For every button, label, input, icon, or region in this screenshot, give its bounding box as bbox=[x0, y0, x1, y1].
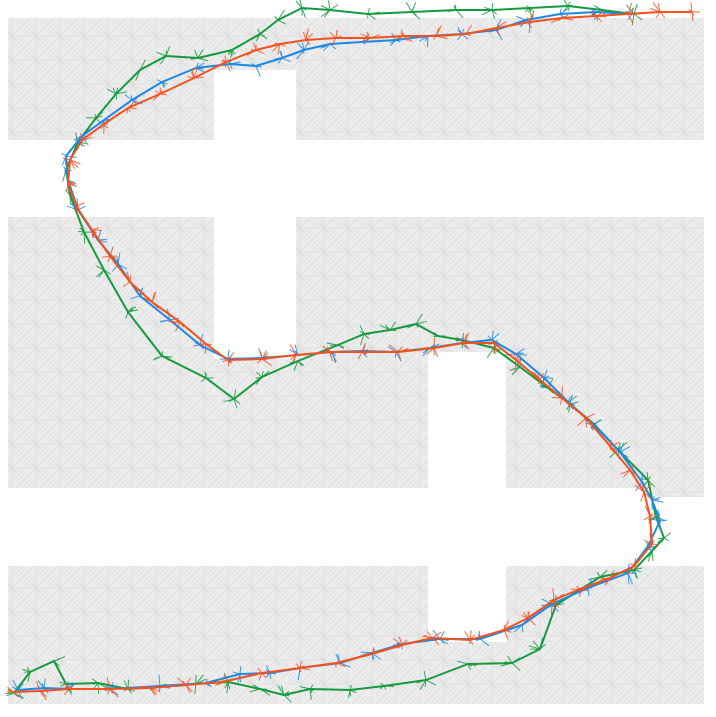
obstacle-upper-notch bbox=[214, 70, 296, 217]
obstacle-upper-corridor bbox=[66, 140, 716, 217]
path-orange-line bbox=[13, 11, 692, 693]
path-green bbox=[5, 0, 672, 703]
obstacle-lower-corridor bbox=[0, 488, 652, 566]
path-green-line bbox=[13, 5, 665, 696]
obstacle-middle-notch bbox=[214, 217, 296, 359]
path-orange bbox=[7, 2, 701, 701]
path-green-branches bbox=[5, 0, 672, 703]
obstacle-lower-notch bbox=[428, 352, 506, 488]
obstacle-bottom-notch bbox=[428, 566, 506, 642]
obstacle-regions bbox=[0, 70, 716, 642]
free-space-regions bbox=[8, 18, 704, 704]
paths-layer bbox=[5, 0, 701, 703]
free-space-region bbox=[8, 18, 704, 704]
